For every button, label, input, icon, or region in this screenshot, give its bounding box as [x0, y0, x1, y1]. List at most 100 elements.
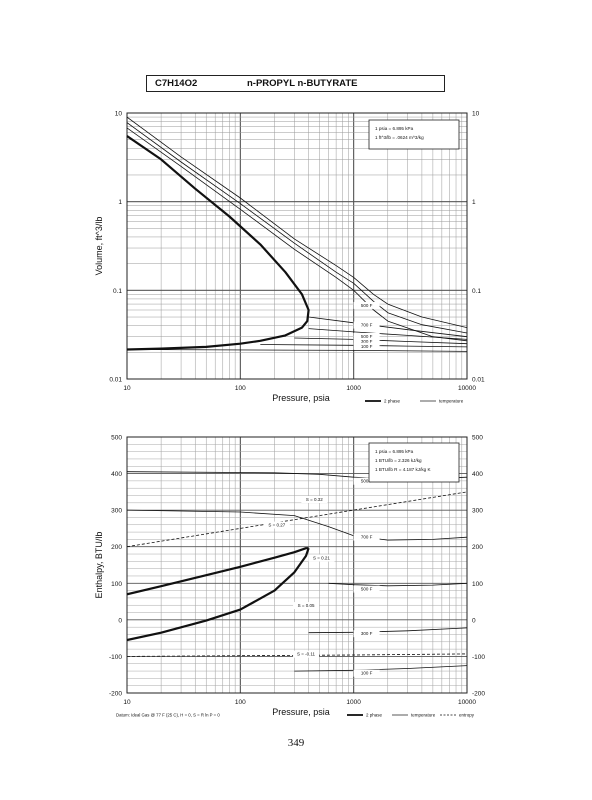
annotation-background: [353, 337, 380, 345]
annotation-background: [353, 585, 380, 593]
two-phase-line: [126, 547, 309, 596]
curve-annotation: S = 0.21: [313, 556, 330, 561]
y-tick-label-right: -200: [472, 691, 485, 698]
annotation-background: [353, 333, 380, 341]
annotation-background: [353, 342, 380, 350]
y-tick-label: 0.01: [109, 377, 122, 384]
curve-annotation: 300 F: [361, 339, 373, 344]
annotation-background: [308, 554, 335, 562]
x-tick-label: 10000: [458, 385, 476, 392]
x-axis-label: Pressure, psia: [272, 393, 330, 403]
conversion-note-box: [368, 442, 460, 483]
x-axis-label: Pressure, psia: [272, 707, 330, 717]
temperature-line: [328, 582, 468, 587]
y-tick-label: 0: [118, 617, 122, 624]
chemical-formula: C7H14O2: [155, 78, 198, 89]
y-axis-label: Enthalpy, BTU/lb: [94, 532, 104, 599]
y-tick-label-right: 0.01: [472, 377, 485, 384]
y-tick-label-right: 0: [472, 617, 476, 624]
y-tick-label-right: 400: [472, 471, 483, 478]
y-tick-label-right: 0.1: [472, 288, 481, 295]
annotation-background: [353, 477, 380, 485]
temperature-line: [126, 122, 468, 334]
y-tick-label: -100: [109, 654, 122, 661]
x-tick-label: 100: [235, 385, 246, 392]
y-tick-label-right: 200: [472, 544, 483, 551]
page-number: 349: [287, 737, 305, 749]
y-tick-label: 500: [111, 435, 122, 442]
curve-annotation: S = 0.32: [306, 497, 323, 502]
legend-label: temperature: [411, 713, 436, 718]
curve-annotation: 100 F: [361, 344, 373, 349]
conversion-note-box: [368, 119, 460, 150]
legend-label: entropy: [459, 713, 475, 718]
conversion-note-line: 1 psia = 6.895 kPa: [375, 126, 414, 131]
compound-name: n-PROPYL n-BUTYRATE: [247, 78, 358, 89]
conversion-note-line: 1 BTU/lb = 2.326 kJ/kg: [375, 458, 422, 463]
temperature-line: [308, 328, 468, 340]
curve-annotation: 500 F: [361, 587, 373, 592]
temperature-line: [308, 627, 468, 634]
annotation-background: [293, 650, 320, 658]
y-tick-label: 1: [118, 199, 122, 206]
y-tick-label: 10: [115, 111, 123, 118]
curve-annotation: 500 F: [361, 334, 373, 339]
annotation-background: [263, 521, 290, 529]
two-phase-line: [126, 135, 310, 351]
two-phase-line: [126, 547, 310, 642]
y-tick-label: -200: [109, 691, 122, 698]
annotation-background: [301, 496, 328, 503]
curve-annotation: 700 F: [361, 323, 373, 328]
y-tick-label-right: -100: [472, 654, 485, 661]
temperature-line: [260, 344, 468, 348]
y-tick-label: 0.1: [113, 288, 122, 295]
curve-annotation: 300 F: [361, 631, 373, 636]
curve-annotation: 500 F: [361, 303, 373, 308]
x-tick-label: 100: [235, 699, 246, 706]
x-tick-label: 10: [123, 699, 131, 706]
curve-annotation: S = -0.11: [297, 652, 316, 657]
temperature-line: [294, 665, 468, 672]
y-tick-label-right: 100: [472, 581, 483, 588]
annotation-background: [353, 321, 380, 329]
x-tick-label: 10: [123, 385, 131, 392]
y-tick-label-right: 1: [472, 199, 476, 206]
annotation-background: [353, 533, 380, 541]
curve-annotation: 700 F: [361, 535, 373, 540]
curve-annotation: 500 F: [361, 479, 373, 484]
datum-footnote: Datum: Ideal Gas @ 77 F (25 C), H = 0, S…: [116, 713, 220, 718]
x-tick-label: 10000: [458, 699, 476, 706]
curve-annotation: S = 0.05: [298, 603, 315, 608]
entropy-line: [126, 491, 468, 548]
conversion-note-line: 1 ft^3/lb = .0624 m^3/kg: [375, 135, 424, 140]
plot-frame: [126, 436, 468, 694]
y-axis-label: Volume, ft^3/lb: [94, 217, 104, 276]
y-tick-label-right: 10: [472, 111, 480, 118]
y-tick-label: 100: [111, 581, 122, 588]
conversion-note-line: 1 psia = 6.895 kPa: [375, 449, 414, 454]
x-tick-label: 1000: [346, 699, 361, 706]
x-tick-label: 1000: [346, 385, 361, 392]
temperature-line: [126, 349, 468, 352]
temperature-line: [126, 127, 468, 342]
temperature-line: [294, 337, 468, 345]
curve-annotation: 100 F: [361, 671, 373, 676]
legend-label: 2 phase: [366, 713, 383, 718]
y-tick-label: 400: [111, 471, 122, 478]
legend-label: temperature: [439, 399, 464, 404]
plot-frame: [126, 112, 468, 380]
y-tick-label-right: 500: [472, 435, 483, 442]
y-tick-label: 300: [111, 508, 122, 515]
y-tick-label: 200: [111, 544, 122, 551]
conversion-note-line: 1 BTU/lb R = 4.187 kJ/kg K: [375, 467, 431, 472]
temperature-line: [126, 116, 468, 328]
y-tick-label-right: 300: [472, 508, 483, 515]
legend-label: 2 phase: [384, 399, 401, 404]
temperature-line: [126, 509, 468, 541]
annotation-background: [353, 301, 380, 309]
temperature-line: [308, 316, 468, 338]
annotation-background: [293, 602, 320, 610]
chart-title-box: C7H14O2 n-PROPYL n-BUTYRATE: [146, 75, 445, 92]
curve-annotation: S = 0.27: [268, 523, 285, 528]
